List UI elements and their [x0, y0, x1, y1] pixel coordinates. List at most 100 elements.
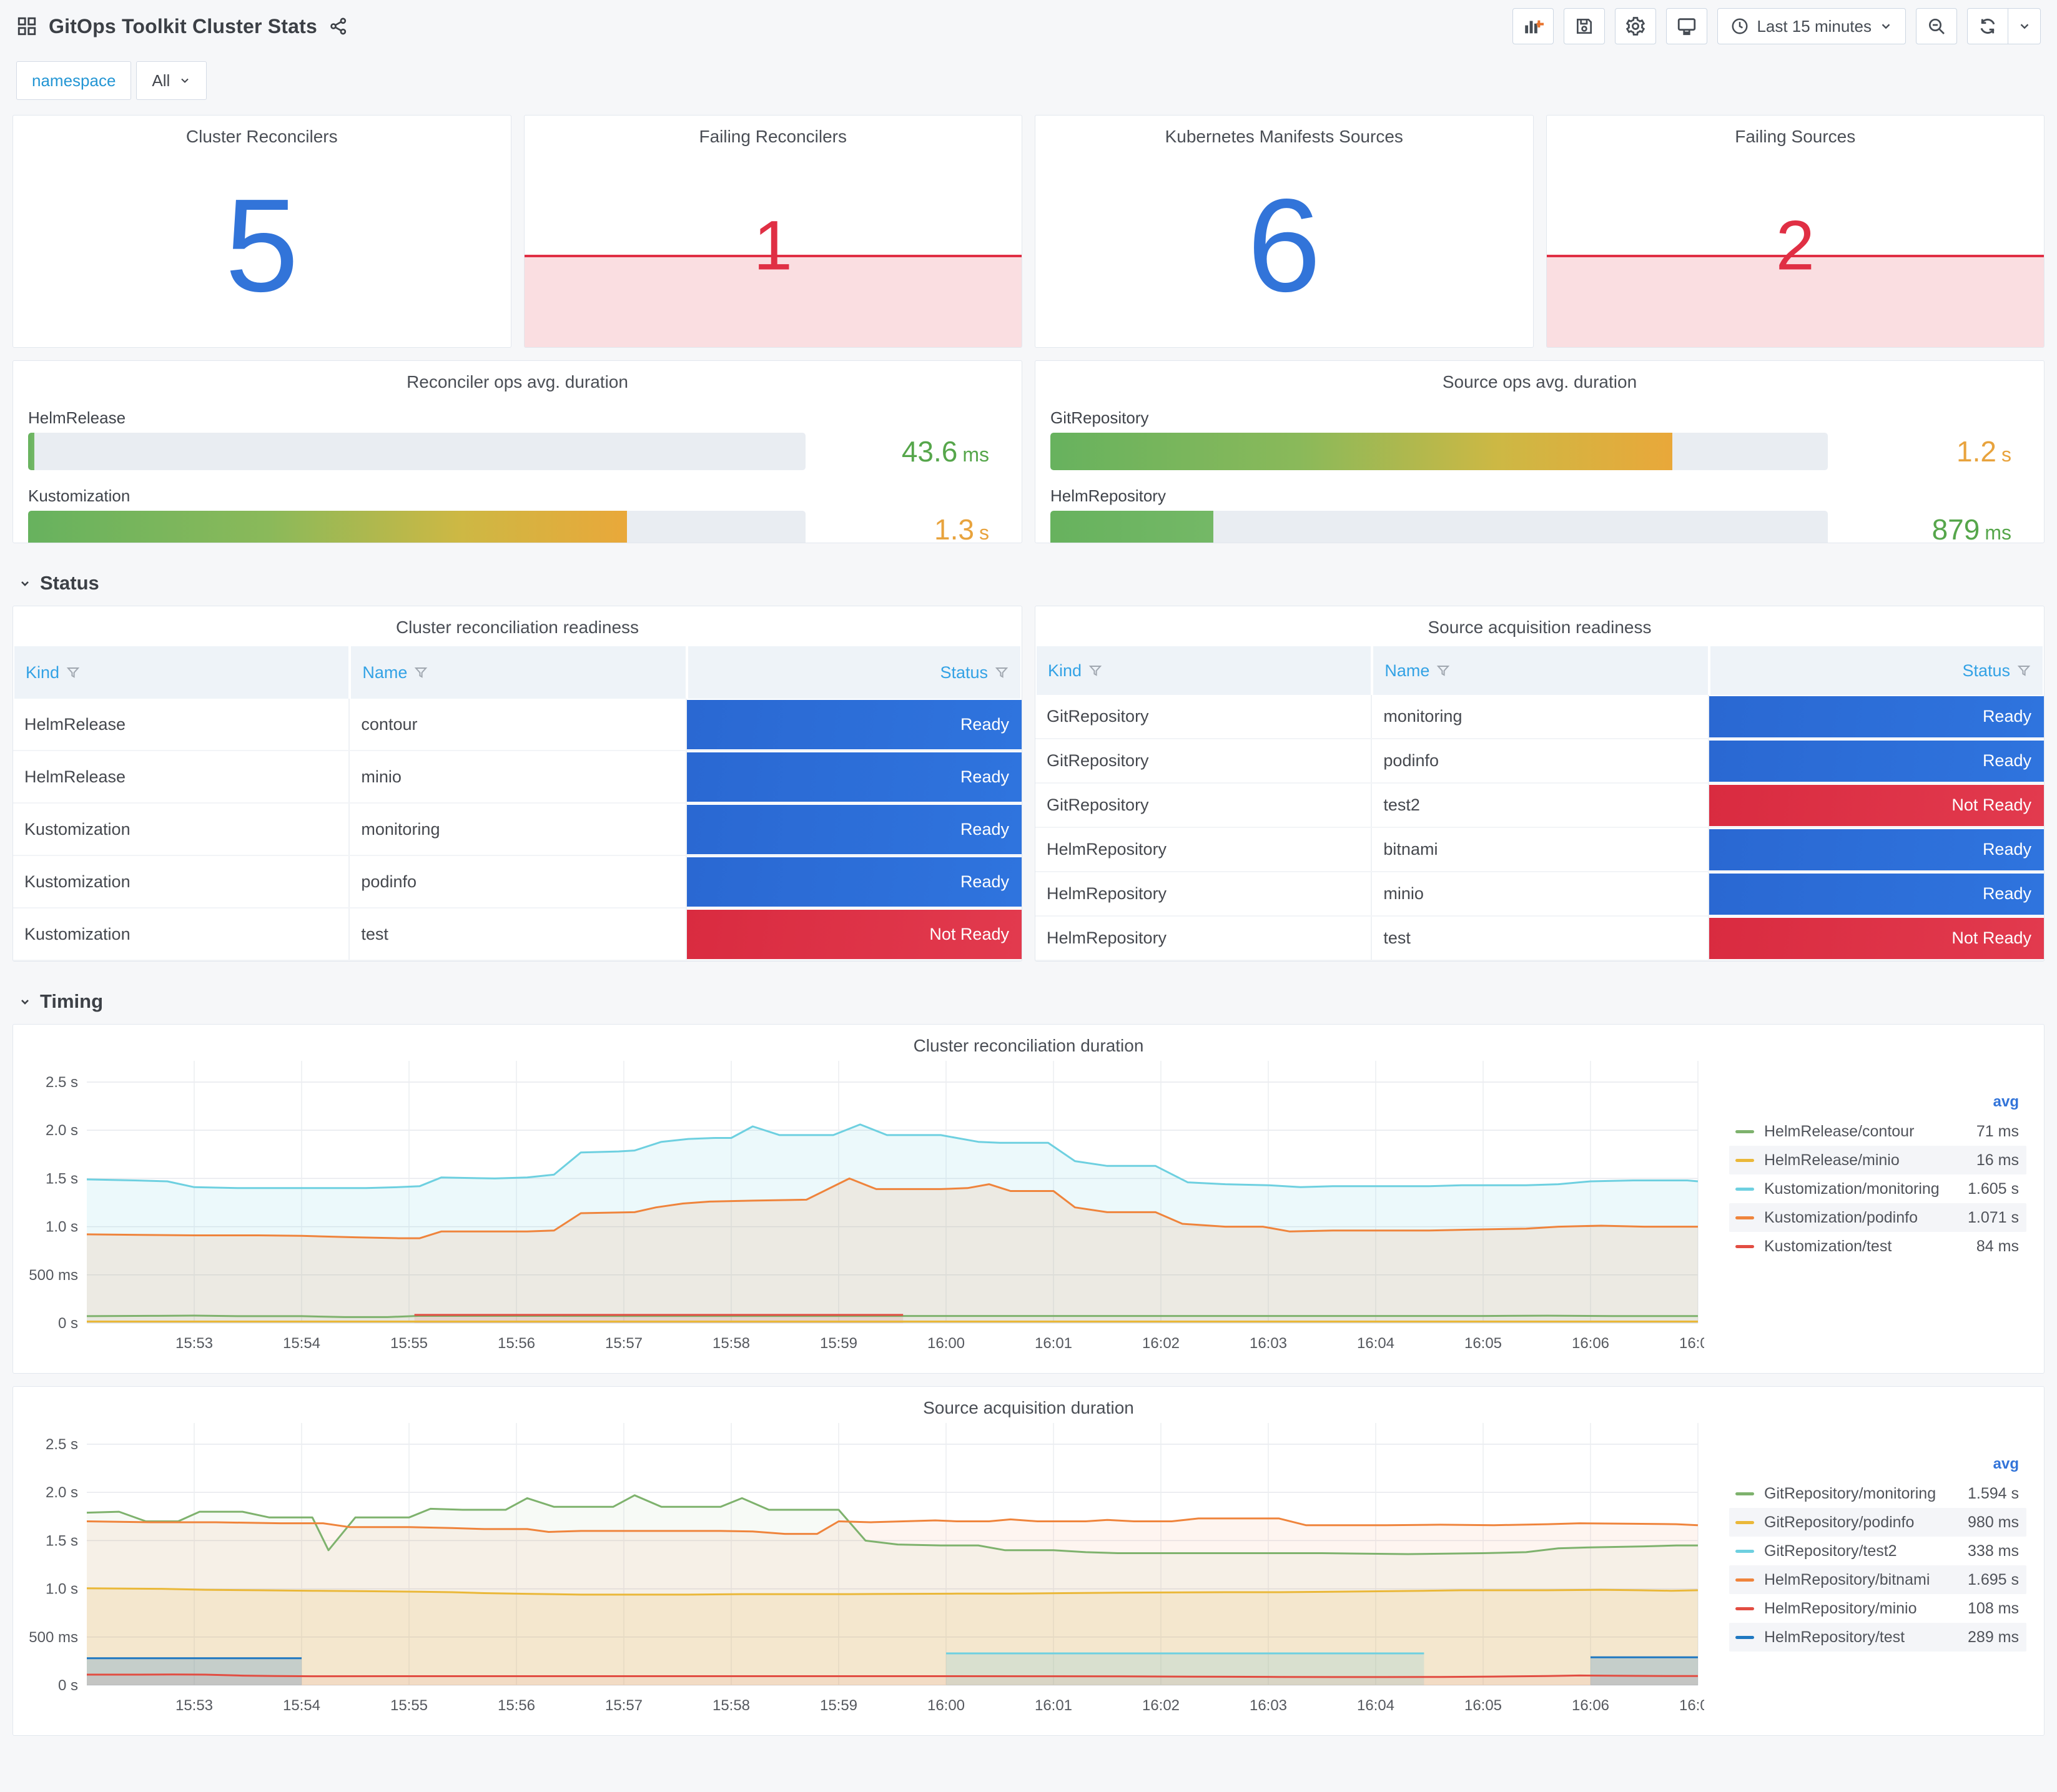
legend-series-name[interactable]: Kustomization/test — [1764, 1237, 1892, 1255]
chart-body: 0 s 500 ms 1.0 s 1.5 s 2.0 s 2.5 s 15:53 15:54 1… — [24, 1056, 2033, 1352]
x-axis-tick-label: 16:06 — [1572, 1335, 1609, 1349]
status-badge: Ready — [1709, 696, 2044, 737]
cell-name: test — [350, 908, 687, 960]
x-axis-tick-label: 15:57 — [605, 1335, 643, 1349]
series-line — [86, 1587, 1699, 1596]
section-timing-label: Timing — [40, 990, 104, 1012]
bargauge-value: 43.6 ms — [806, 435, 993, 468]
column-header-name[interactable]: Name — [1373, 646, 1708, 695]
variable-value-dropdown[interactable]: All — [136, 61, 207, 100]
add-panel-button[interactable] — [1512, 8, 1554, 44]
table-row: GitRepository monitoring Ready — [1035, 695, 2044, 739]
refresh-interval-dropdown[interactable] — [2008, 8, 2041, 44]
bargauge-value: 1.3 s — [806, 513, 993, 543]
charts-row: Cluster reconciliation duration 0 s 500 ms… — [0, 1024, 2057, 1736]
x-axis-tick-label: 16:03 — [1250, 1697, 1287, 1711]
legend-series-color — [1735, 1607, 1754, 1610]
bargauge-panel-title: Source ops avg. duration — [1442, 372, 1637, 391]
table-panel-title: Cluster reconciliation readiness — [395, 618, 639, 637]
stat-panel-title: Failing Reconcilers — [699, 127, 847, 146]
chart-svg[interactable]: 0 s 500 ms 1.0 s 1.5 s 2.0 s 2.5 s 15:53 15:54 1… — [24, 1056, 1717, 1352]
x-axis-tick-label: 15:59 — [820, 1335, 857, 1349]
stat-panel: Kubernetes Manifests Sources 6 — [1035, 115, 1534, 348]
legend-series-color — [1735, 1520, 1754, 1524]
chevron-down-icon — [21, 581, 29, 586]
status-badge: Ready — [686, 857, 1022, 907]
y-axis-tick-label: 500 ms — [29, 1629, 78, 1646]
time-range-label: Last 15 minutes — [1757, 16, 1872, 36]
legend-series-name[interactable]: HelmRepository/test — [1764, 1628, 1905, 1646]
time-range-picker[interactable]: Last 15 minutes — [1717, 8, 1906, 44]
column-header-status[interactable]: Status — [1710, 646, 2043, 695]
x-axis-tick-label: 15:54 — [283, 1697, 320, 1711]
bargauge-panel: Reconciler ops avg. duration HelmRelease 4… — [12, 360, 1022, 543]
save-dashboard-button[interactable] — [1564, 8, 1606, 44]
legend-series-name[interactable]: GitRepository/monitoring — [1764, 1484, 1936, 1502]
section-status[interactable]: Status — [0, 556, 2057, 606]
refresh-button[interactable] — [1967, 8, 2008, 44]
legend-series-name[interactable]: HelmRelease/minio — [1764, 1151, 1900, 1169]
legend-series-color — [1735, 1635, 1754, 1639]
x-axis-tick-label: 16:06 — [1572, 1697, 1609, 1711]
legend-series-name[interactable]: HelmRepository/bitnami — [1764, 1570, 1930, 1588]
legend-series-avg: 980 ms — [1968, 1513, 2019, 1531]
bargauge-track — [28, 511, 806, 543]
stat-panel-title: Kubernetes Manifests Sources — [1165, 127, 1403, 146]
bargauge-value-unit: s — [979, 521, 989, 543]
filter-funnel-icon — [66, 667, 80, 678]
cell-kind: Kustomization — [13, 908, 350, 960]
x-axis-tick-label: 15:58 — [713, 1335, 750, 1349]
legend-row: Kustomization/monitoring 1.605 s — [1729, 1174, 2026, 1203]
legend-row: GitRepository/monitoring 1.594 s — [1729, 1479, 2026, 1508]
x-axis-tick-label: 16:04 — [1357, 1697, 1394, 1711]
legend-series-name[interactable]: GitRepository/test2 — [1764, 1542, 1897, 1560]
filter-funnel-icon — [1088, 666, 1102, 676]
status-badge: Ready — [686, 699, 1022, 749]
stat-panel-title: Cluster Reconcilers — [185, 127, 338, 146]
series-line — [86, 1517, 1699, 1535]
legend-row: HelmRepository/bitnami 1.695 s — [1729, 1565, 2026, 1594]
cell-status: Ready — [686, 699, 1022, 750]
legend-series-name[interactable]: HelmRelease/contour — [1764, 1122, 1915, 1140]
bargauge-fill — [28, 511, 627, 543]
zoom-out-button[interactable] — [1916, 8, 1957, 44]
legend-series-name[interactable]: Kustomization/monitoring — [1764, 1179, 1940, 1198]
table-row: HelmRelease minio Ready — [13, 751, 1022, 804]
cell-kind: HelmRepository — [1035, 828, 1373, 871]
table-panel-title: Source acquisition readiness — [1428, 618, 1652, 637]
bargauge-value-number: 1.3 — [934, 513, 974, 543]
column-header-name[interactable]: Name — [351, 646, 686, 699]
filter-funnel-icon — [415, 667, 428, 678]
y-axis-tick-label: 0 s — [58, 1315, 78, 1332]
series-line — [86, 1123, 1699, 1189]
legend-series-name[interactable]: Kustomization/podinfo — [1764, 1208, 1918, 1226]
column-header-kind[interactable]: Kind — [1037, 646, 1371, 695]
cell-kind: Kustomization — [13, 856, 350, 907]
legend-series-color — [1735, 1187, 1754, 1191]
column-header-kind[interactable]: Kind — [14, 646, 349, 699]
legend-series-name[interactable]: HelmRepository/minio — [1764, 1599, 1917, 1617]
column-header-label: Kind — [1048, 661, 1082, 680]
bargauge-line: 1.2 s — [1050, 433, 2029, 470]
bargauge-value-number: 1.2 — [1956, 435, 1996, 468]
chart-svg[interactable]: 0 s 500 ms 1.0 s 1.5 s 2.0 s 2.5 s 15:53 15:54 1… — [24, 1418, 1717, 1714]
column-header-label: Kind — [26, 662, 60, 682]
legend-series-name[interactable]: GitRepository/podinfo — [1764, 1513, 1915, 1531]
bargauge-value: 1.2 s — [1828, 435, 2015, 468]
section-timing[interactable]: Timing — [0, 974, 2057, 1024]
settings-button[interactable] — [1615, 8, 1657, 44]
tables-row: Cluster reconciliation readiness Kind Name… — [0, 606, 2057, 962]
tv-mode-button[interactable] — [1666, 8, 1708, 44]
bargauge-row: Kustomization 1.3 s — [28, 486, 1007, 543]
table-row: Kustomization podinfo Ready — [13, 856, 1022, 908]
legend-series-avg: 84 ms — [1976, 1237, 2019, 1255]
stat-value: 2 — [1775, 206, 1815, 285]
column-header-status[interactable]: Status — [688, 646, 1021, 699]
cell-kind: HelmRelease — [13, 751, 350, 802]
dashboard-header: GitOps Toolkit Cluster Stats — [0, 0, 2057, 52]
legend-row: HelmRepository/test 289 ms — [1729, 1623, 2026, 1652]
share-icon[interactable] — [328, 16, 348, 36]
chevron-down-icon — [2020, 24, 2028, 29]
x-axis-tick-label: 15:56 — [498, 1335, 535, 1349]
x-axis-tick-label: 15:55 — [390, 1697, 428, 1711]
